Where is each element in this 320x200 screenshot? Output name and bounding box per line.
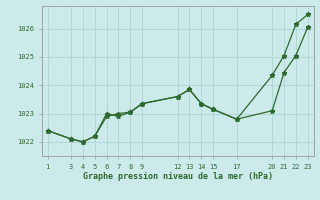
X-axis label: Graphe pression niveau de la mer (hPa): Graphe pression niveau de la mer (hPa) <box>83 172 273 181</box>
